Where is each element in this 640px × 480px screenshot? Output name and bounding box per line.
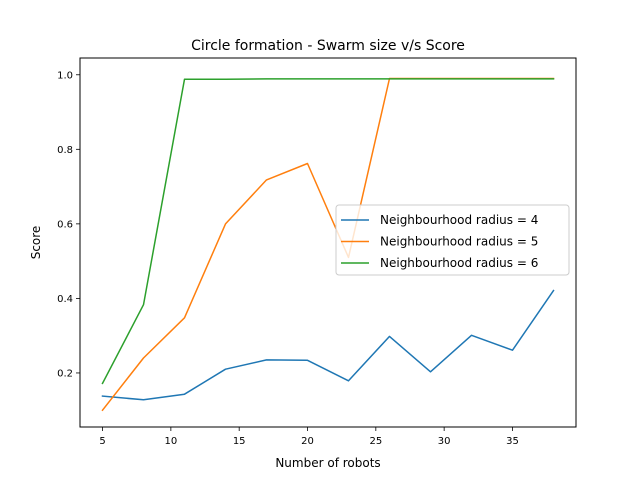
- x-axis: 5 10 15 20 25 30 35: [99, 427, 519, 447]
- y-tick-label: 0.6: [57, 219, 73, 230]
- x-tick-label: 15: [233, 436, 246, 447]
- y-tick-label: 0.2: [57, 368, 73, 379]
- x-tick-label: 30: [438, 436, 451, 447]
- y-axis: 0.2 0.4 0.6 0.8 1.0: [57, 70, 80, 379]
- plot-area: [101, 77, 555, 412]
- legend-label-1: Neighbourhood radius = 4: [380, 213, 538, 227]
- plot-frame: [79, 57, 577, 428]
- x-tick-label: 35: [506, 436, 519, 447]
- legend: Neighbourhood radius = 4 Neighbourhood ra…: [335, 204, 570, 276]
- x-axis-label: Number of robots: [275, 456, 380, 470]
- y-axis-label: Score: [29, 226, 43, 260]
- chart-title: Circle formation - Swarm size v/s Score: [191, 38, 465, 54]
- legend-label-2: Neighbourhood radius = 5: [380, 235, 538, 249]
- x-tick-label: 25: [369, 436, 382, 447]
- legend-label-3: Neighbourhood radius = 6: [380, 256, 538, 270]
- x-tick-label: 5: [99, 436, 105, 447]
- legend-box: [335, 204, 570, 276]
- x-tick-label: 20: [301, 436, 314, 447]
- y-tick-label: 1.0: [57, 70, 73, 81]
- series-line-3: [101, 78, 555, 385]
- y-tick-label: 0.4: [57, 294, 73, 305]
- y-tick-label: 0.8: [57, 145, 73, 156]
- series-line-1: [101, 289, 555, 401]
- x-tick-label: 10: [164, 436, 177, 447]
